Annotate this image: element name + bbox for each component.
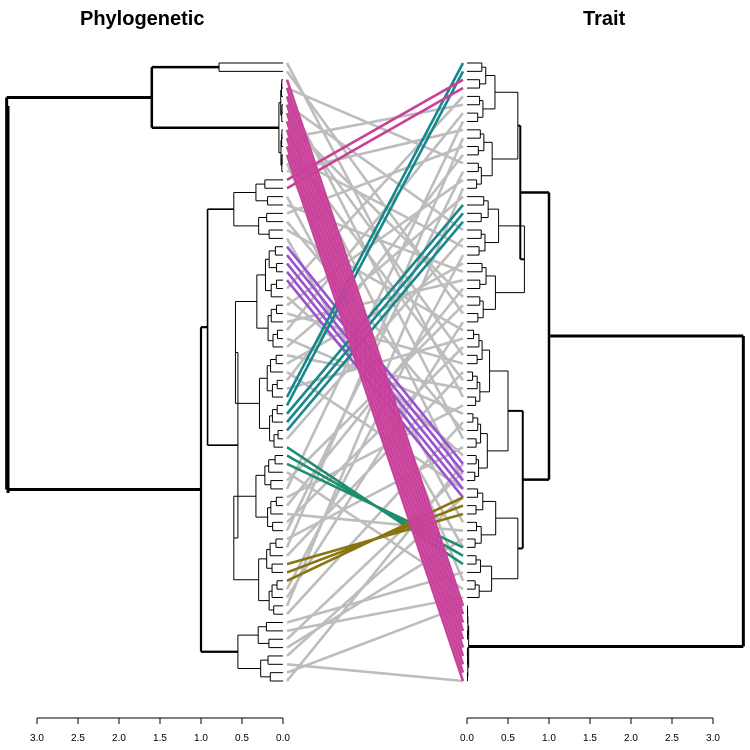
- gray-connection: [286, 663, 464, 683]
- teal-connection: [286, 220, 464, 432]
- gray-connection: [286, 371, 464, 557]
- gray-connection: [286, 604, 464, 674]
- magenta-connection: [285, 154, 465, 682]
- gray-connection: [286, 346, 464, 524]
- magenta-connection: [285, 146, 465, 674]
- purple-connection: [285, 254, 465, 474]
- axis-tick-label: 1.0: [194, 733, 208, 744]
- magenta-connection: [285, 79, 465, 607]
- purple-connection: [285, 245, 465, 465]
- magenta-connection: [285, 137, 465, 665]
- axis-tick-label: 3.0: [30, 733, 44, 744]
- gray-connection: [286, 237, 464, 440]
- magenta-connection: [286, 86, 464, 190]
- purple-connection: [285, 270, 465, 490]
- magenta-connection: [285, 95, 465, 623]
- axis-tick-label: 1.5: [583, 733, 597, 744]
- gray-connection: [286, 120, 464, 298]
- gray-connection: [285, 120, 465, 490]
- axis-tick-label: 2.0: [112, 733, 126, 744]
- axis-tick-label: 1.0: [542, 733, 556, 744]
- magenta-connection: [285, 121, 465, 649]
- axis-tick-label: 2.5: [665, 733, 679, 744]
- axis-tick-label: 0.5: [501, 733, 515, 744]
- gray-connection: [286, 103, 464, 140]
- right-axis: 0.0 0.5 1.0 1.5 2.0 2.5 3.0: [460, 717, 720, 744]
- axis-tick-label: 1.5: [153, 733, 167, 744]
- magenta-connection: [285, 112, 465, 640]
- teal-connection: [286, 212, 464, 423]
- gray-connection: [285, 112, 465, 332]
- gray-connection: [286, 195, 464, 348]
- axis-tick-label: 0.0: [460, 733, 474, 744]
- axis-tick-label: 0.0: [276, 733, 290, 744]
- teal-connection: [286, 204, 464, 415]
- left-dendrogram: [5, 62, 283, 682]
- purple-connection: [285, 279, 465, 499]
- left-axis: 3.0 2.5 2.0 1.5 1.0 0.5 0.0: [30, 717, 290, 744]
- right-dendrogram: [466, 62, 745, 682]
- gray-connection: [285, 321, 465, 599]
- gray-connection: [285, 463, 465, 682]
- magenta-connection: [285, 87, 465, 615]
- gray-connection: [286, 596, 464, 633]
- axis-tick-label: 3.0: [706, 733, 720, 744]
- olive-connection: [286, 496, 464, 582]
- magenta-connection: [285, 104, 465, 632]
- teal-connection: [285, 70, 465, 407]
- connection-lines: [285, 62, 465, 683]
- gray-connection: [286, 571, 464, 624]
- axis-tick-label: 0.5: [235, 733, 249, 744]
- teal-connection: [285, 62, 465, 398]
- left-tree-title: Phylogenetic: [80, 8, 205, 30]
- right-tree-title: Trait: [583, 8, 626, 30]
- magenta-connection: [285, 129, 465, 657]
- axis-tick-label: 2.0: [624, 733, 638, 744]
- axis-tick-label: 2.5: [71, 733, 85, 744]
- gray-connection: [286, 370, 464, 491]
- magenta-connection: [286, 78, 464, 182]
- purple-connection: [285, 262, 465, 482]
